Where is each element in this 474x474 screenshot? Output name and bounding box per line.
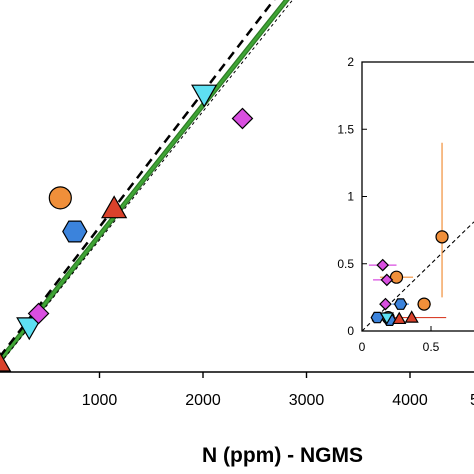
inset-circle-point — [435, 230, 449, 244]
fit-line-dashed — [0, 0, 276, 359]
inset-triangle-up-point — [392, 311, 407, 325]
main-plot-area: 1000 2000 3000 4000 5 — [0, 0, 474, 409]
inset-triangle-up-point — [404, 310, 419, 323]
inset-y-tick-label: 1.5 — [337, 122, 354, 136]
main-hexagon-point — [62, 220, 88, 243]
inset-hexagon-point — [370, 311, 384, 324]
inset-x-tick-label: 0.5 — [423, 340, 440, 354]
main-triangle-down-point — [16, 317, 43, 341]
main-diamond-point — [27, 302, 50, 325]
main-triangle-down-point — [191, 84, 218, 108]
inset-y-tick-label: 0 — [347, 324, 354, 338]
main-x-tick-label: 1000 — [82, 392, 118, 409]
fit-line-green — [0, 0, 289, 363]
main-circle-point — [48, 186, 72, 210]
main-diamond-point — [231, 107, 254, 130]
main-x-tick-label: 2000 — [185, 392, 221, 409]
inset-y-tick-label: 0.5 — [337, 257, 354, 271]
main-x-tick-label: 3000 — [289, 392, 325, 409]
main-x-tick-label: 4000 — [392, 392, 428, 409]
inset-triangle-down-point — [379, 312, 394, 325]
inset-y-tick-label: 2 — [347, 55, 354, 69]
inset-hexagon-point — [393, 298, 408, 310]
inset-circle-point — [417, 297, 431, 311]
inset-circle-point — [389, 270, 404, 284]
fit-line-dotted — [0, 0, 294, 365]
x-axis-label: N (ppm) - NGMS — [202, 444, 363, 467]
main-triangle-up-point — [0, 351, 12, 372]
inset-plot-area: 0 0.5 1 1.5 2 0 0.5 — [337, 55, 474, 354]
inset-diamond-point — [376, 258, 390, 272]
inset-one-to-one-line — [361, 221, 474, 332]
main-triangle-up-point — [100, 195, 128, 219]
inset-diamond-point — [380, 273, 394, 287]
inset-x-tick-label: 0 — [359, 340, 366, 354]
inset-frame — [361, 61, 474, 332]
inset-y-tick-label: 1 — [347, 190, 354, 204]
main-x-tick-label: 5 — [470, 392, 474, 409]
inset-diamond-point — [379, 297, 392, 311]
